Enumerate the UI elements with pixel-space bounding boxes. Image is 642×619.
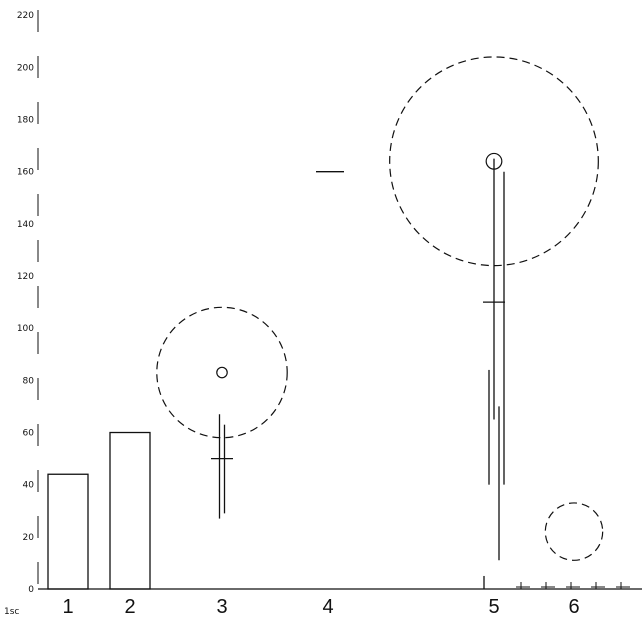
y-tick-label: 120 bbox=[17, 272, 34, 282]
y-tick-label: 140 bbox=[17, 220, 34, 230]
y-tick-label: 20 bbox=[23, 533, 35, 543]
overlays bbox=[156, 56, 630, 589]
x-category-label: 4 bbox=[322, 596, 333, 618]
inner-circle bbox=[216, 366, 228, 379]
x-category-label: 1 bbox=[62, 596, 73, 618]
y-tick-label: 180 bbox=[17, 116, 34, 126]
x-category-label: 6 bbox=[568, 596, 579, 618]
y-axis-ticks: 0 20 40 60 80 100 120 140 160 180 200 220 bbox=[17, 11, 34, 595]
x-category-label: 5 bbox=[488, 596, 499, 618]
y-tick-label: 160 bbox=[17, 168, 34, 178]
corner-label: 1sc bbox=[4, 607, 19, 617]
y-tick-label: 40 bbox=[23, 481, 35, 491]
bar bbox=[47, 473, 89, 590]
x-category-label: 2 bbox=[124, 596, 135, 618]
dashed-circle bbox=[156, 306, 288, 439]
x-category-label: 3 bbox=[216, 596, 227, 618]
dashed-circle bbox=[544, 502, 604, 561]
y-tick-label: 60 bbox=[23, 429, 35, 439]
bar bbox=[109, 431, 151, 590]
bars bbox=[47, 431, 151, 590]
y-tick-label: 220 bbox=[17, 11, 34, 21]
y-tick-label: 0 bbox=[28, 585, 34, 595]
y-tick-label: 200 bbox=[17, 63, 34, 73]
y-tick-label: 80 bbox=[23, 376, 35, 386]
chart-axes bbox=[37, 10, 642, 590]
x-axis-labels: 1 2 3 4 5 6 bbox=[62, 596, 579, 618]
y-tick-label: 100 bbox=[17, 324, 34, 334]
